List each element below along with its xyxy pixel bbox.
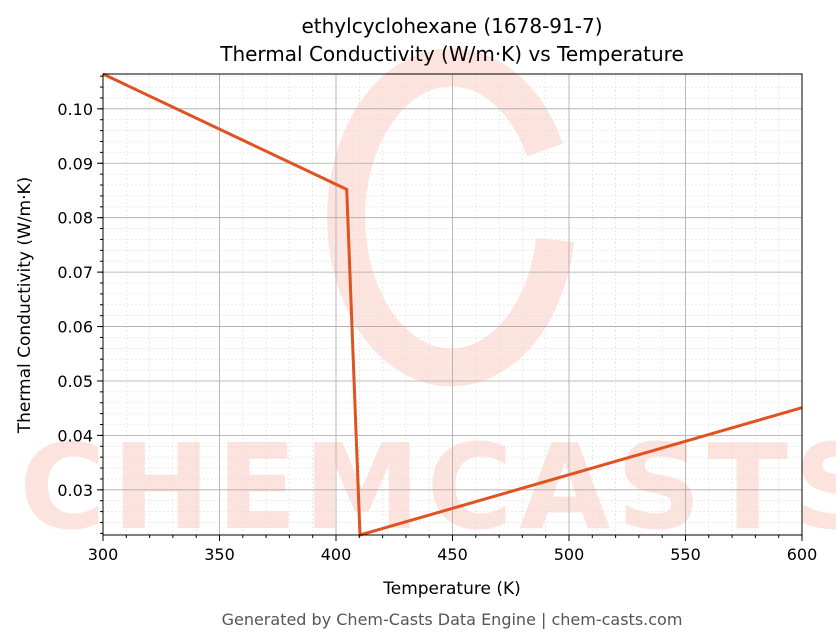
ticks: 300 350 400 450 500 550 600 0.03 0.04 0.05 0.06 0.0… bbox=[57, 75, 818, 564]
x-tick-label: 400 bbox=[321, 545, 352, 564]
y-tick-label: 0.03 bbox=[57, 481, 93, 500]
y-tick-label: 0.08 bbox=[57, 209, 93, 228]
x-tick-label: 500 bbox=[554, 545, 585, 564]
y-tick-label: 0.05 bbox=[57, 372, 93, 391]
y-tick-label: 0.10 bbox=[57, 100, 93, 119]
x-tick-label: 300 bbox=[88, 545, 119, 564]
y-axis-label: Thermal Conductivity (W/m·K) bbox=[15, 177, 35, 435]
chart-subtitle: Thermal Conductivity (W/m·K) vs Temperat… bbox=[219, 42, 684, 66]
x-axis-label: Temperature (K) bbox=[382, 579, 521, 599]
x-tick-label: 600 bbox=[787, 545, 818, 564]
series bbox=[102, 72, 803, 537]
watermark-text: CHEMCASTS bbox=[19, 418, 836, 556]
watermark: CHEMCASTS bbox=[19, 48, 836, 556]
footer-credit: Generated by Chem-Casts Data Engine | ch… bbox=[222, 610, 683, 629]
y-tick-label: 0.04 bbox=[57, 426, 93, 445]
y-tick-label: 0.09 bbox=[57, 154, 93, 173]
y-tick-label: 0.06 bbox=[57, 318, 93, 337]
chart-title: ethylcyclohexane (1678-91-7) bbox=[301, 14, 602, 38]
x-tick-label: 350 bbox=[204, 545, 235, 564]
y-tick-label: 0.07 bbox=[57, 263, 93, 282]
series-line bbox=[102, 72, 803, 537]
x-tick-label: 550 bbox=[670, 545, 701, 564]
x-tick-label: 450 bbox=[437, 545, 468, 564]
